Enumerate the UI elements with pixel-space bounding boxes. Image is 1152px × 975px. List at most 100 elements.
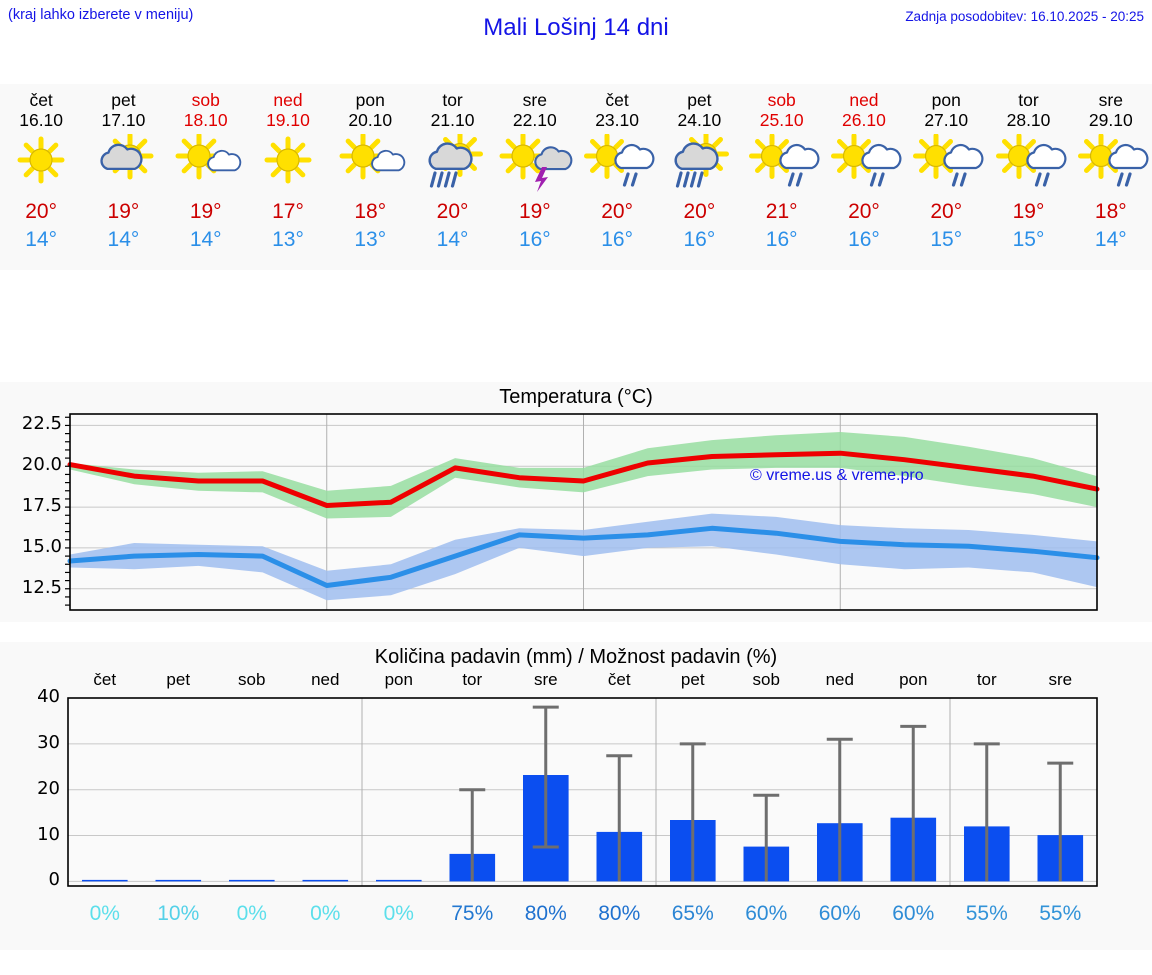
day-column-6[interactable]: sre 22.10 19° 16° [494, 84, 576, 270]
precip-probability-label: 65% [671, 902, 714, 925]
precip-probability-label: 0% [236, 902, 267, 925]
precip-day-label: pet [166, 670, 191, 689]
precipitation-chart-title: Količina padavin (mm) / Možnost padavin … [374, 646, 778, 668]
day-name: tor [442, 90, 463, 110]
precip-y-tick: 10 [37, 823, 60, 845]
day-name: čet [605, 90, 629, 110]
sun-cloud-rain-light-icon [906, 134, 986, 194]
temp-min: 15° [1012, 228, 1045, 251]
day-name: pet [687, 90, 712, 110]
day-name: ned [273, 90, 303, 110]
temp-min: 14° [107, 228, 140, 251]
day-name: pon [931, 90, 961, 110]
temp-max: 19° [1012, 200, 1045, 223]
precip-day-label: ned [825, 670, 854, 689]
temp-y-tick: 12.5 [21, 576, 62, 598]
sun-cloud-rain-light-icon [577, 134, 657, 194]
menu-hint: (kraj lahko izberete v meniju) [8, 7, 194, 23]
temp-max: 21° [765, 200, 798, 223]
temp-min: 14° [436, 228, 469, 251]
day-column-13[interactable]: sre 29.10 18° 14° [1070, 84, 1152, 270]
precip-probability-label: 60% [818, 902, 861, 925]
precip-day-label: sre [533, 670, 558, 689]
temp-min: 16° [765, 228, 798, 251]
day-date: 22.10 [512, 110, 557, 130]
temp-max: 18° [1094, 200, 1127, 223]
day-date: 16.10 [19, 110, 64, 130]
sun-cloud-rain-light-icon [742, 134, 822, 194]
copyright-text: © vreme.us & vreme.pro [750, 467, 924, 484]
day-name: tor [1018, 90, 1039, 110]
temp-max: 20° [683, 200, 716, 223]
day-column-11[interactable]: pon 27.10 20° 15° [905, 84, 987, 270]
day-column-4[interactable]: pon 20.10 18° 13° [329, 84, 411, 270]
temp-min: 16° [518, 228, 551, 251]
temp-min: 16° [848, 228, 880, 251]
temperature-chart-svg [65, 413, 1100, 611]
day-date: 21.10 [430, 110, 475, 130]
day-name: čet [29, 90, 53, 110]
precip-probability-label: 55% [965, 902, 1008, 925]
day-name: sre [1098, 90, 1123, 110]
day-column-10[interactable]: ned 26.10 20° 16° [823, 84, 905, 270]
precip-day-label: tor [976, 670, 997, 689]
precip-probability-label: 60% [892, 902, 935, 925]
precip-probability-label: 80% [524, 902, 567, 925]
day-date: 23.10 [595, 110, 639, 130]
sun-cloud-rain-light-icon [1071, 134, 1151, 194]
day-date: 17.10 [101, 110, 146, 130]
day-column-8[interactable]: pet 24.10 20° 16° [658, 84, 740, 270]
sun-icon [248, 134, 328, 194]
day-column-1[interactable]: pet 17.10 19° 14° [82, 84, 164, 270]
sun-icon [1, 134, 81, 194]
temp-y-tick: 22.5 [21, 413, 62, 435]
precip-probability-label: 0% [383, 902, 414, 925]
last-update-text: Zadnja posodobitev: 16.10.2025 - 20:25 [905, 9, 1144, 24]
day-name: sre [522, 90, 547, 110]
temp-max: 17° [272, 200, 304, 223]
temp-max: 20° [848, 200, 880, 223]
day-date: 20.10 [348, 110, 393, 130]
precip-probability-label: 0% [89, 902, 120, 925]
temperature-chart-title: Temperatura (°C) [499, 386, 653, 408]
precip-day-label: sre [1048, 670, 1073, 689]
day-name: pet [111, 90, 136, 110]
precipitation-chart-svg [67, 697, 1098, 887]
precip-day-label: sob [752, 670, 780, 689]
sun-cloud-rain-light-icon [824, 134, 904, 194]
temp-min: 15° [930, 228, 963, 251]
temp-max: 20° [601, 200, 633, 223]
temp-min: 16° [683, 228, 716, 251]
temp-y-tick: 15.0 [21, 535, 62, 557]
day-column-3[interactable]: ned 19.10 17° 13° [247, 84, 329, 270]
precip-day-label: tor [462, 670, 483, 689]
temp-max: 20° [436, 200, 469, 223]
temp-max: 19° [518, 200, 551, 223]
day-date: 26.10 [842, 110, 886, 130]
temp-max: 20° [25, 200, 58, 223]
sun-cloud-rain-heavy-icon [659, 134, 739, 194]
precip-probability-label: 60% [745, 902, 788, 925]
temp-max: 19° [107, 200, 140, 223]
day-column-5[interactable]: tor 21.10 20° 14° [411, 84, 493, 270]
temperature-chart-panel: Temperatura (°C) 22.5 20.0 17.5 15.0 12.5 © … [0, 382, 1152, 622]
day-column-0[interactable]: čet 16.10 20° 14° [0, 84, 82, 270]
temp-min: 16° [601, 228, 633, 251]
day-date: 19.10 [266, 110, 310, 130]
day-column-7[interactable]: čet 23.10 20° 16° [576, 84, 658, 270]
day-name: sob [191, 90, 220, 110]
day-date: 27.10 [924, 110, 969, 130]
day-column-12[interactable]: tor 28.10 19° 15° [987, 84, 1069, 270]
temp-y-tick: 20.0 [21, 454, 62, 476]
sun-cloud-small-icon [330, 134, 410, 194]
precipitation-chart-panel: Količina padavin (mm) / Možnost padavin … [0, 642, 1152, 950]
precip-probability-label: 10% [157, 902, 200, 925]
day-date: 28.10 [1006, 110, 1051, 130]
day-date: 24.10 [677, 110, 722, 130]
precip-probability-label: 55% [1039, 902, 1082, 925]
precip-y-tick: 40 [37, 686, 60, 707]
sun-cloud-thunder-icon [495, 134, 575, 194]
temp-min: 13° [272, 228, 304, 251]
day-column-2[interactable]: sob 18.10 19° 14° [165, 84, 247, 270]
day-column-9[interactable]: sob 25.10 21° 16° [741, 84, 823, 270]
